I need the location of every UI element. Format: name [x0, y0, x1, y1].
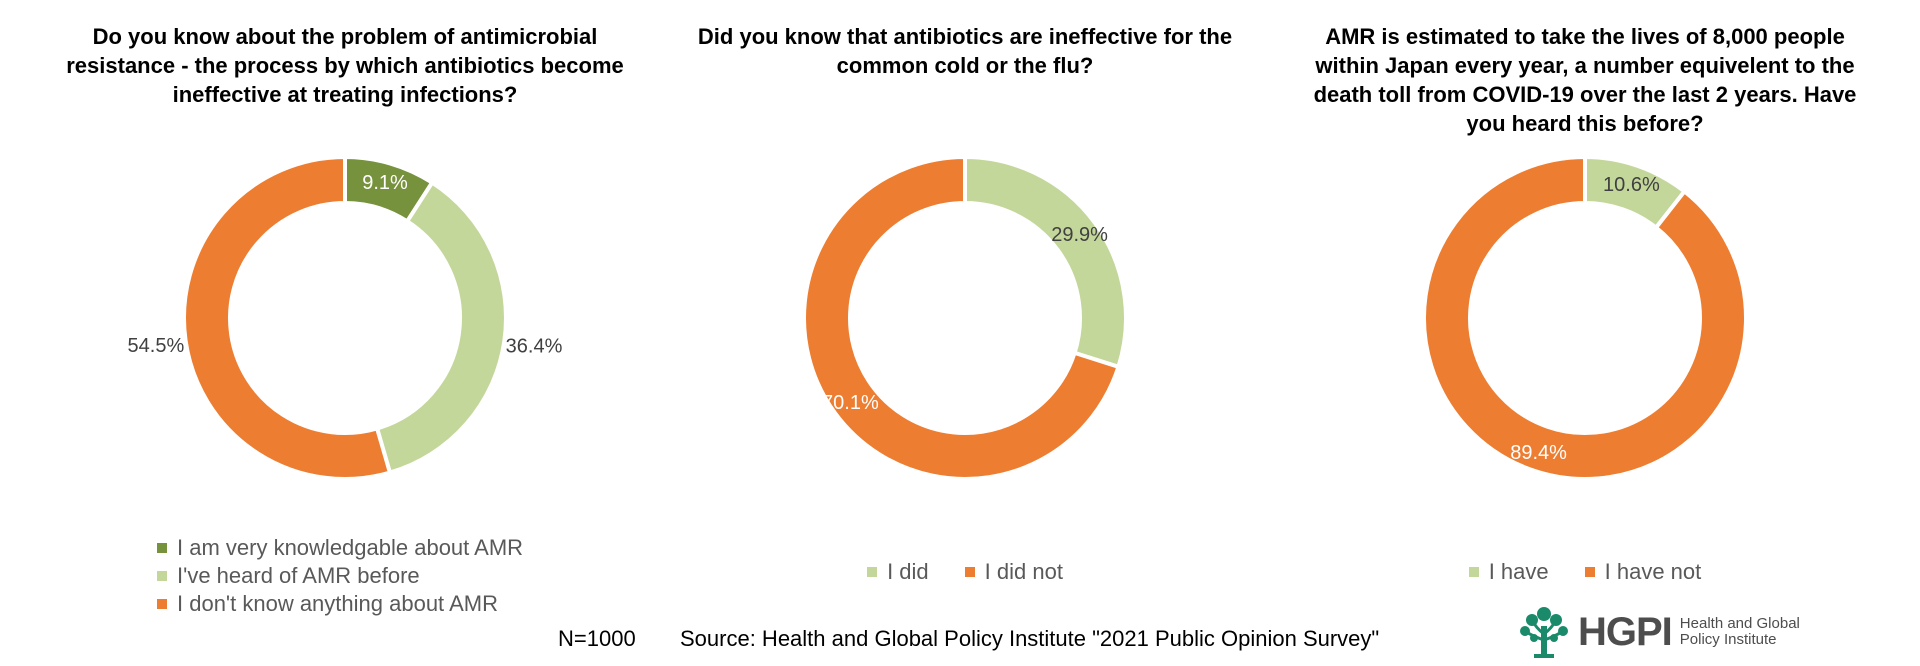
- legend-item: I have not: [1584, 558, 1702, 586]
- slice-value-label: 29.9%: [1051, 224, 1108, 246]
- legend-label: I've heard of AMR before: [177, 563, 420, 588]
- legend-item: I did: [867, 558, 929, 586]
- legend-label: I did: [887, 559, 929, 584]
- hgpi-logo: HGPI Health and Global Policy Institute: [1516, 604, 1800, 660]
- logo-subtitle-line-1: Health and Global: [1679, 615, 1800, 632]
- donut-slice: [963, 154, 1128, 370]
- legend-label: I did not: [984, 559, 1063, 584]
- legend-swatch: [1468, 567, 1479, 577]
- sample-size-note: N=1000: [558, 626, 636, 651]
- logo-subtitle-line-2: Policy Institute: [1679, 631, 1777, 648]
- legend-2: I did I did not: [645, 558, 1285, 586]
- slice-value-label: 10.6%: [1603, 174, 1660, 196]
- donut-slice: [182, 154, 393, 481]
- donut-chart-1: 9.1% 36.4% 54.5%: [128, 154, 563, 481]
- slice-value-label: 36.4%: [506, 336, 563, 358]
- logo-subtitle: Health and Global Policy Institute: [1680, 616, 1800, 648]
- legend-swatch: [1584, 567, 1595, 577]
- slice-value-label: 89.4%: [1510, 442, 1567, 464]
- logo-wordmark: HGPI: [1578, 609, 1673, 654]
- source-note: Source: Health and Global Policy Institu…: [680, 626, 1380, 651]
- legend-item: I am very knowledgable about AMR: [157, 534, 523, 562]
- tree-logo-icon: [1520, 607, 1568, 658]
- legend-swatch: [157, 543, 167, 553]
- legend-swatch: [964, 567, 975, 577]
- chart-panel-1: Do you know about the problem of antimic…: [25, 0, 665, 616]
- donut-chart-2: 29.9% 70.1%: [802, 154, 1128, 481]
- legend-label: I don't know anything about AMR: [177, 591, 498, 616]
- donut-slice: [802, 154, 1121, 481]
- legend-1: I am very knowledgable about AMR I've hea…: [157, 534, 523, 618]
- legend-3: I have I have not: [1265, 558, 1905, 586]
- legend-label: I have not: [1604, 559, 1702, 584]
- legend-item: I have: [1468, 558, 1549, 586]
- donut-chart-3: 10.6% 89.4%: [1422, 154, 1748, 481]
- legend-label: I have: [1488, 559, 1549, 584]
- legend-item: I've heard of AMR before: [157, 562, 523, 590]
- legend-item: I don't know anything about AMR: [157, 590, 523, 618]
- legend-label: I am very knowledgable about AMR: [177, 535, 524, 560]
- legend-swatch: [157, 599, 167, 609]
- chart-title-3: AMR is estimated to take the lives of 8,…: [1313, 24, 1857, 136]
- slice-value-label: 9.1%: [362, 172, 408, 194]
- chart-panel-3: AMR is estimated to take the lives of 8,…: [1265, 0, 1905, 600]
- legend-item: I did not: [964, 558, 1063, 586]
- chart-title-1: Do you know about the problem of antimic…: [66, 24, 624, 107]
- slice-value-label: 70.1%: [822, 392, 879, 414]
- slice-value-label: 54.5%: [128, 335, 185, 357]
- legend-swatch: [867, 567, 878, 577]
- donut-slice: [374, 179, 508, 476]
- donut-slice: [1422, 154, 1748, 481]
- legend-swatch: [157, 571, 167, 581]
- chart-panel-2: Did you know that antibiotics are ineffe…: [645, 0, 1285, 600]
- chart-title-2: Did you know that antibiotics are ineffe…: [697, 24, 1233, 78]
